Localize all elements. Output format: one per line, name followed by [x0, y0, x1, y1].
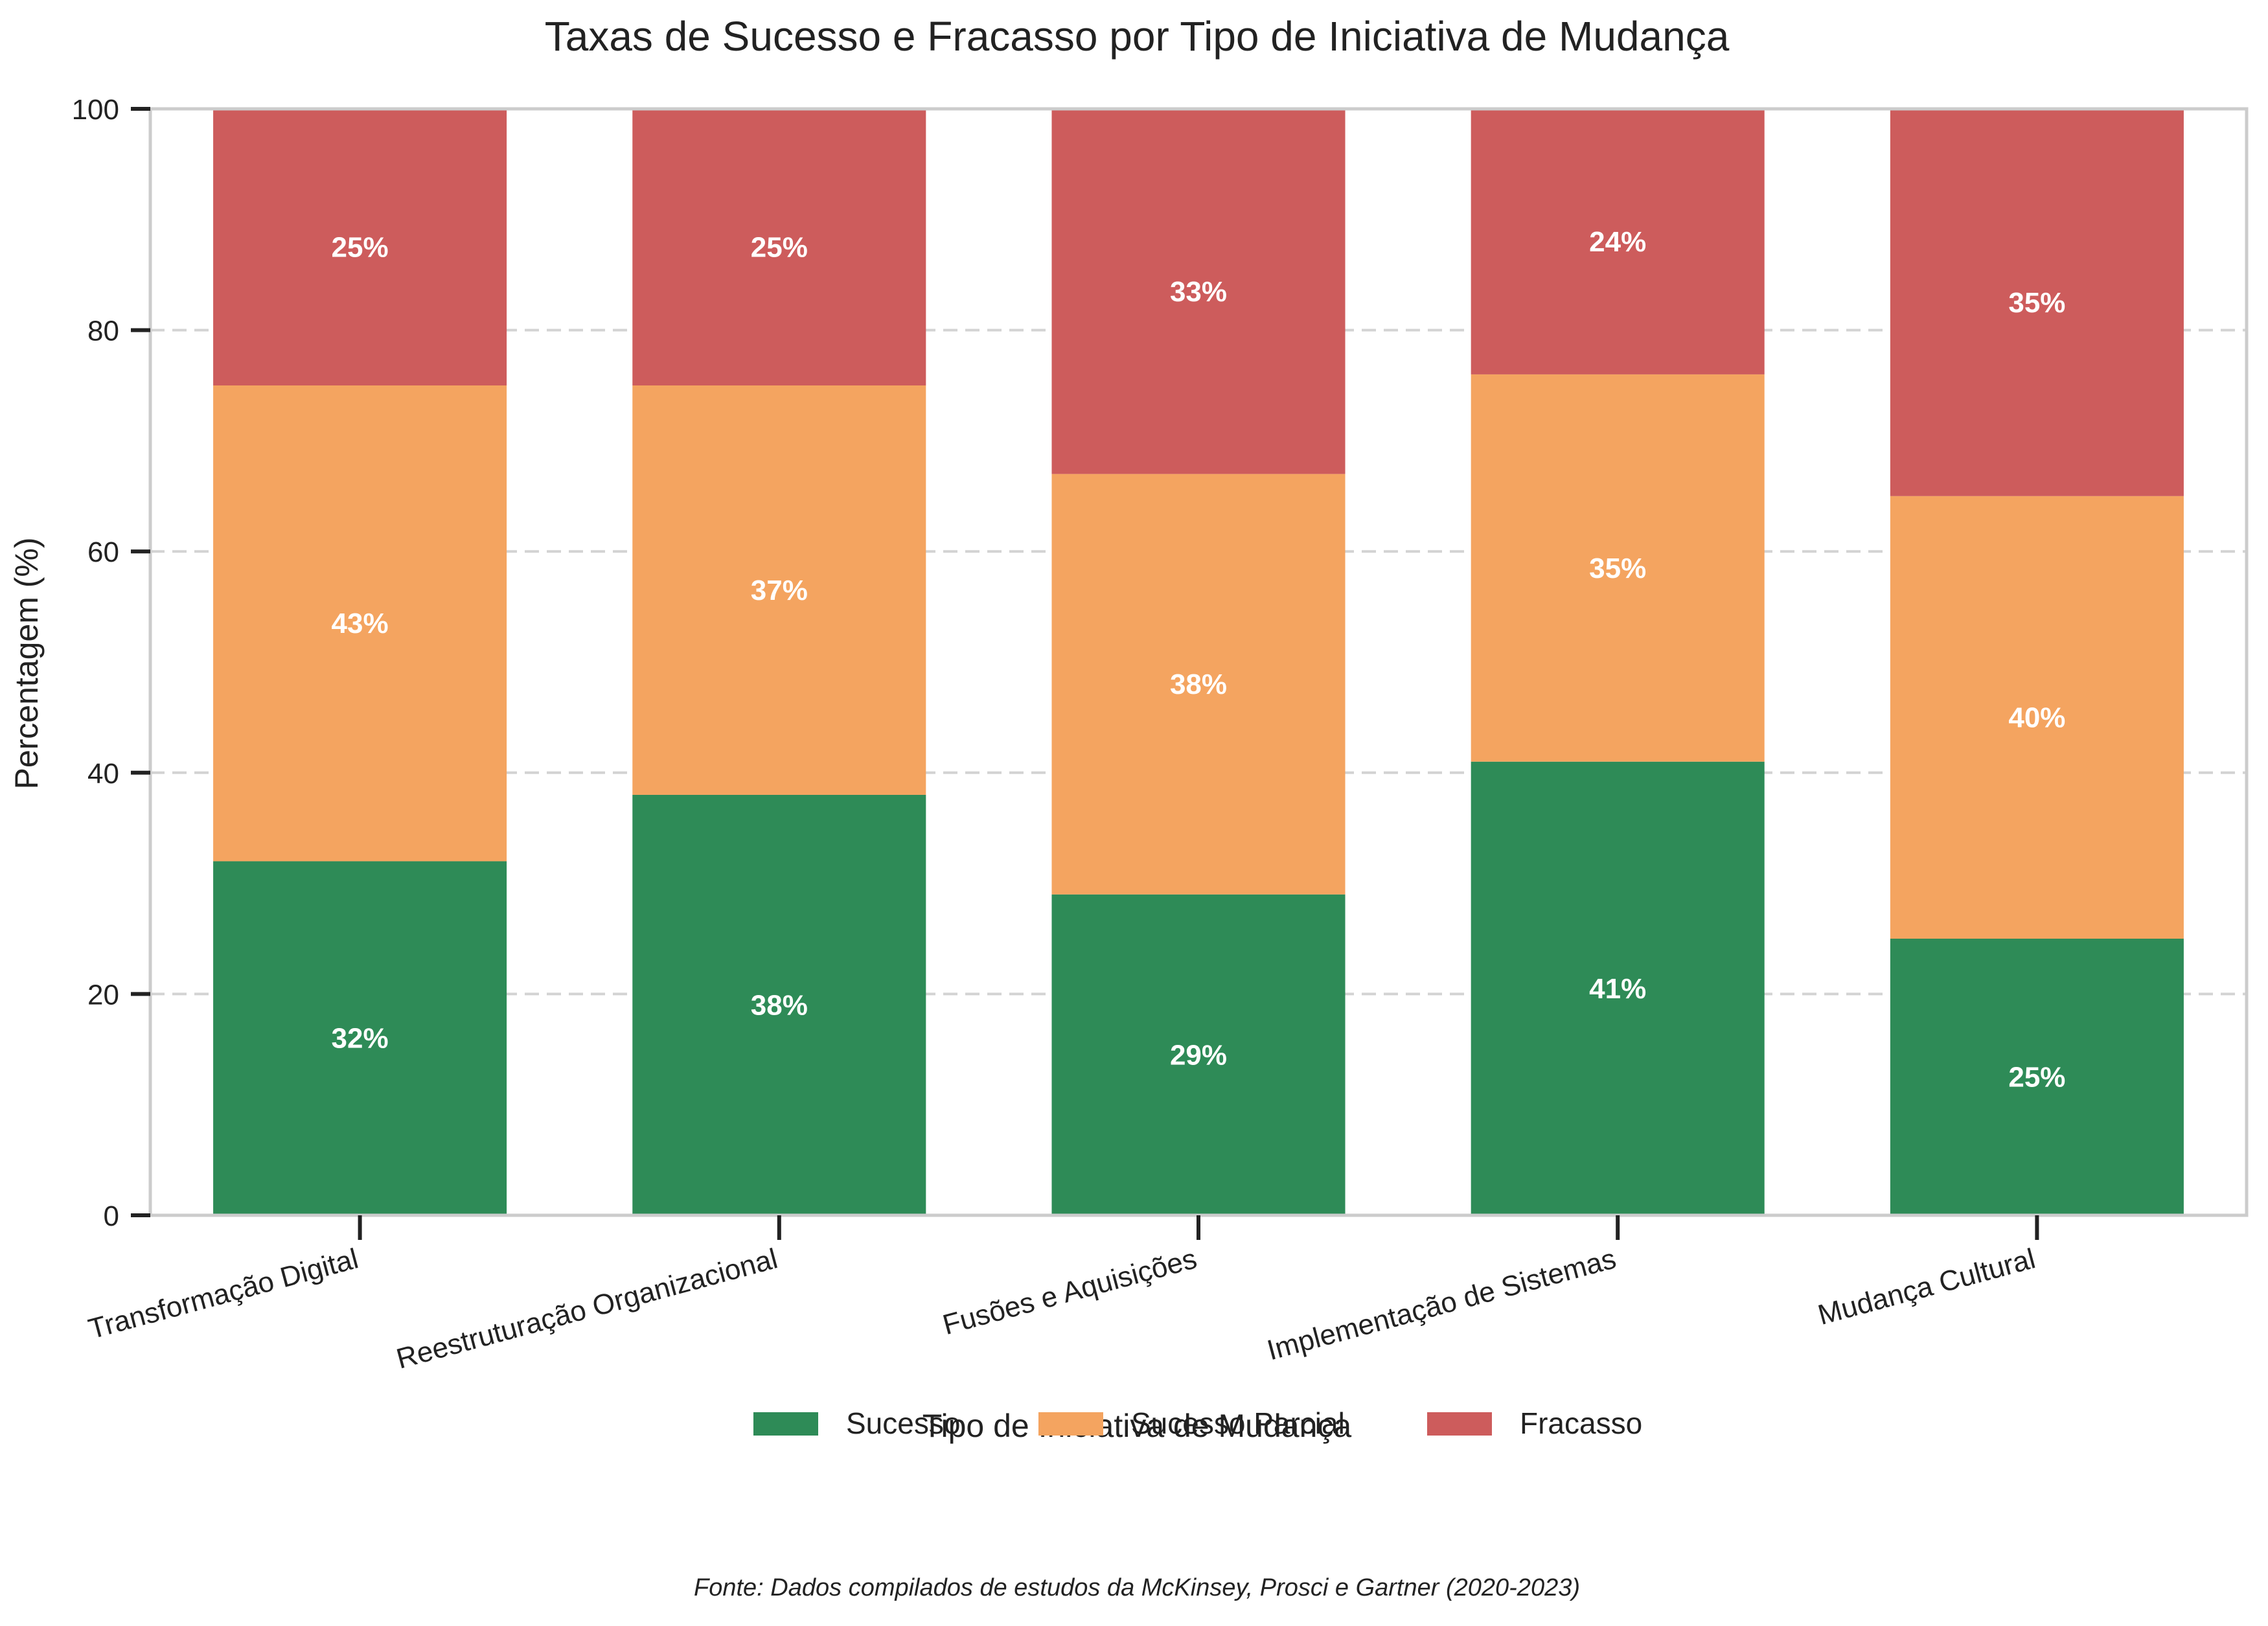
bar-segment — [213, 109, 507, 385]
x-tick-label: Fusões e Aquisições — [939, 1242, 1200, 1341]
data-label: 43% — [332, 608, 389, 639]
data-label: 35% — [1589, 553, 1646, 584]
bar-segment — [632, 109, 926, 385]
bar-segment — [1051, 109, 1346, 474]
data-label: 25% — [751, 232, 808, 264]
legend-swatch — [753, 1412, 818, 1436]
bar-segment — [1471, 109, 1765, 374]
bar-segment — [213, 385, 507, 862]
x-tick-label: Transformação Digital — [85, 1242, 361, 1345]
bar-segment — [1051, 894, 1346, 1215]
legend-label: Fracasso — [1520, 1406, 1642, 1440]
data-label: 38% — [1170, 669, 1227, 700]
x-tick-label: Mudança Cultural — [1815, 1242, 2039, 1331]
x-tick-label: Implementação de Sistemas — [1264, 1242, 1620, 1366]
x-axis-label: Tipo de Iniciativa de Mudança — [922, 1408, 1352, 1444]
data-label: 41% — [1589, 973, 1646, 1005]
source-note: Fonte: Dados compilados de estudos da Mc… — [694, 1574, 1580, 1601]
data-label: 33% — [1170, 276, 1227, 308]
data-label: 24% — [1589, 226, 1646, 258]
bar-segment — [1890, 496, 2184, 939]
legend: Sucesso Sucesso Parcial Fracasso — [753, 1406, 1642, 1440]
data-label: 25% — [332, 232, 389, 264]
data-label: 25% — [2008, 1062, 2065, 1094]
chart-title: Taxas de Sucesso e Fracasso por Tipo de … — [545, 13, 1730, 60]
bar-segment — [1890, 939, 2184, 1215]
bar-segment — [1471, 374, 1765, 762]
x-tick-label: Reestruturação Organizacional — [393, 1242, 781, 1375]
legend-swatch — [1427, 1412, 1492, 1436]
y-tick-label: 60 — [87, 536, 119, 568]
y-axis-label: Percentagem (%) — [8, 537, 45, 789]
data-label: 40% — [2008, 702, 2065, 733]
y-tick-label: 100 — [72, 94, 119, 126]
bar-segment — [632, 385, 926, 795]
legend-swatch — [1038, 1412, 1103, 1436]
y-tick-label: 80 — [87, 315, 119, 347]
data-label: 37% — [751, 575, 808, 606]
data-label: 38% — [751, 989, 808, 1021]
bar-segment — [213, 861, 507, 1215]
legend-label: Sucesso — [846, 1406, 960, 1440]
y-tick-label: 0 — [104, 1200, 119, 1232]
bar-segment — [1471, 761, 1765, 1215]
bar-segment — [1890, 109, 2184, 496]
bar-segment — [632, 794, 926, 1215]
data-label: 32% — [332, 1023, 389, 1055]
bars — [213, 109, 2184, 1215]
legend-label: Sucesso Parcial — [1131, 1406, 1345, 1440]
data-label: 29% — [1170, 1039, 1227, 1071]
data-label: 35% — [2008, 287, 2065, 319]
y-tick-label: 40 — [87, 758, 119, 790]
data-labels: 32% 43% 25% 38% 37% 25% 29% 38% 33% 41% 35% 24% 25% 4… — [332, 226, 2066, 1094]
bar-segment — [1051, 474, 1346, 895]
y-tick-label: 20 — [87, 979, 119, 1011]
